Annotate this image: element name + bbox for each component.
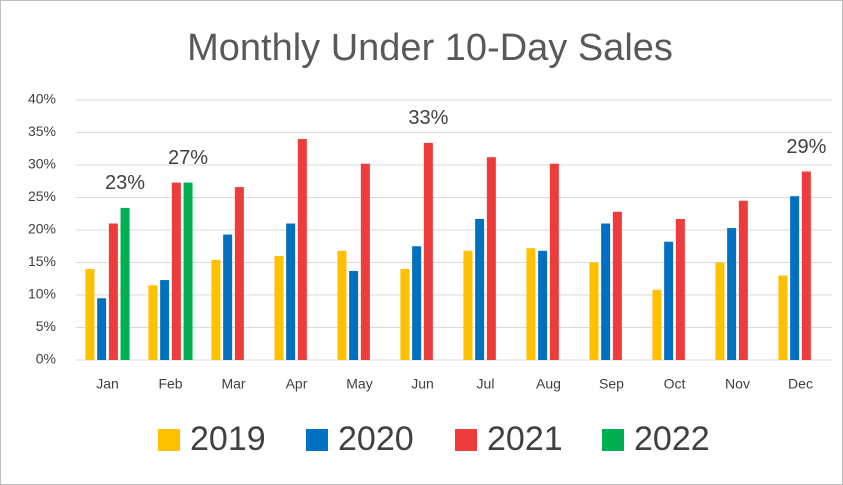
data-label: 23% xyxy=(105,172,145,194)
bar xyxy=(675,218,685,360)
bar xyxy=(727,228,737,360)
bar xyxy=(108,223,118,360)
bar xyxy=(423,142,433,360)
legend-label: 2020 xyxy=(338,420,414,458)
data-label: 33% xyxy=(408,107,448,129)
bar xyxy=(171,182,181,360)
legend-label: 2021 xyxy=(487,420,563,458)
bar xyxy=(234,187,244,360)
y-tick-label: 10% xyxy=(28,286,56,302)
y-tick-label: 25% xyxy=(28,188,56,204)
data-label: 29% xyxy=(786,136,826,158)
bar xyxy=(349,270,359,360)
x-tick-label: Feb xyxy=(158,376,182,392)
bar xyxy=(790,196,800,360)
bar xyxy=(612,211,622,360)
bar xyxy=(286,223,296,360)
bar xyxy=(778,275,788,360)
legend-swatch xyxy=(158,429,180,451)
bar xyxy=(274,256,284,360)
bar xyxy=(601,223,611,360)
x-tick-label: Oct xyxy=(664,376,686,392)
data-label: 27% xyxy=(168,147,208,169)
bar xyxy=(801,171,811,360)
legend-label: 2019 xyxy=(190,420,266,458)
x-tick-label: Jul xyxy=(477,376,495,392)
bar xyxy=(412,246,422,360)
bar xyxy=(97,298,107,360)
y-tick-label: 30% xyxy=(28,156,56,172)
bar xyxy=(120,207,130,360)
bar xyxy=(486,157,496,360)
bar xyxy=(183,182,193,360)
bar xyxy=(652,289,662,360)
legend-swatch xyxy=(306,429,328,451)
y-tick-label: 40% xyxy=(28,91,56,107)
bar xyxy=(297,139,307,360)
x-tick-label: Jun xyxy=(411,376,434,392)
bar xyxy=(400,269,410,360)
bar xyxy=(223,234,233,360)
bar xyxy=(738,200,748,360)
x-tick-label: Mar xyxy=(221,376,245,392)
bar xyxy=(360,163,370,360)
bar xyxy=(589,262,599,360)
x-tick-label: Jan xyxy=(96,376,119,392)
x-tick-label: May xyxy=(346,376,372,392)
y-tick-label: 5% xyxy=(36,318,56,334)
x-tick-label: Nov xyxy=(725,376,750,392)
x-tick-label: Dec xyxy=(788,376,813,392)
legend-label: 2022 xyxy=(634,420,710,458)
x-tick-label: Sep xyxy=(599,376,624,392)
x-tick-label: Apr xyxy=(286,376,308,392)
bar xyxy=(715,262,725,360)
bar xyxy=(475,218,485,360)
bar xyxy=(211,259,221,360)
x-tick-label: Aug xyxy=(536,376,561,392)
bar xyxy=(463,250,473,360)
legend-swatch xyxy=(455,429,477,451)
bar xyxy=(664,241,674,360)
bar xyxy=(526,248,536,360)
y-tick-label: 35% xyxy=(28,123,56,139)
chart-title: Monthly Under 10-Day Sales xyxy=(187,27,673,69)
bar xyxy=(337,250,347,360)
bar xyxy=(538,250,548,360)
y-tick-label: 15% xyxy=(28,253,56,269)
bar xyxy=(160,280,170,360)
y-tick-label: 0% xyxy=(36,351,56,367)
bar xyxy=(148,285,158,360)
bar xyxy=(85,269,95,360)
bar xyxy=(549,163,559,360)
y-tick-label: 20% xyxy=(28,221,56,237)
legend-swatch xyxy=(602,429,624,451)
